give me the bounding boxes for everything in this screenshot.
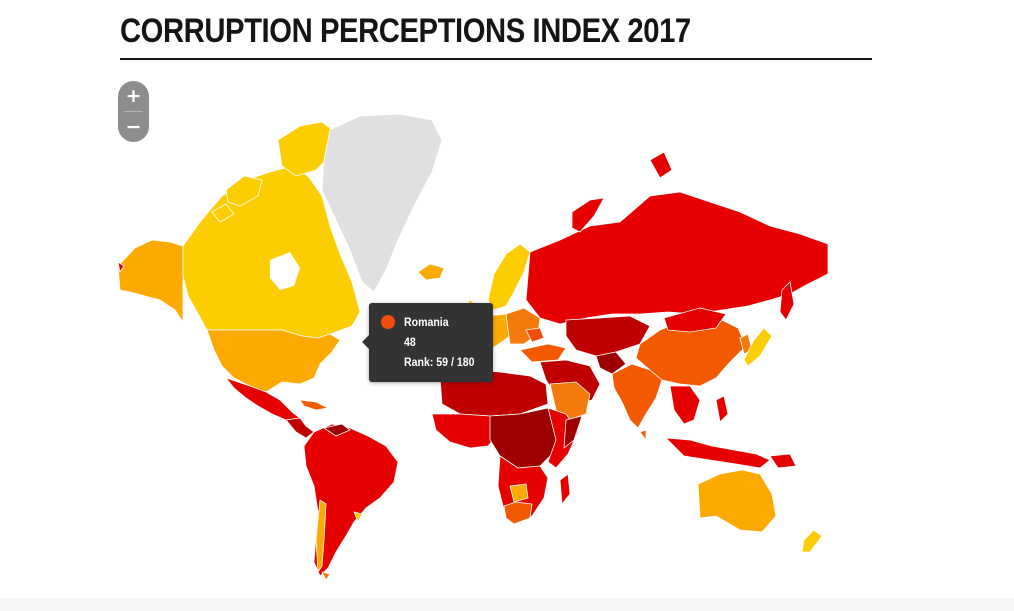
region-novaya-zemlya[interactable] [571, 197, 605, 233]
region-central-america[interactable] [285, 417, 315, 439]
region-severnaya[interactable] [649, 151, 673, 179]
region-botswana[interactable] [509, 483, 529, 503]
region-russia[interactable] [525, 191, 829, 325]
region-falklands[interactable] [321, 571, 331, 581]
world-map[interactable] [118, 112, 838, 582]
region-australia[interactable] [697, 469, 777, 533]
region-uruguay[interactable] [353, 511, 363, 523]
region-alaska-tip[interactable] [118, 261, 125, 273]
region-chile[interactable] [315, 499, 327, 573]
tooltip-score: 48 [404, 335, 416, 349]
zoom-out-button[interactable]: − [125, 116, 142, 138]
region-south-africa[interactable] [503, 501, 533, 525]
region-japan[interactable] [743, 327, 773, 367]
region-canada-arctic-2[interactable] [225, 175, 263, 207]
title-divider [120, 58, 872, 60]
region-scandinavia[interactable] [487, 243, 531, 311]
region-mongolia[interactable] [663, 307, 727, 333]
page-title: CORRUPTION PERCEPTIONS INDEX 2017 [120, 12, 691, 50]
region-canada-hudson[interactable] [270, 252, 300, 290]
region-canada-arctic-3[interactable] [211, 203, 235, 223]
country-tooltip: Romania 48 Rank: 59 / 180 [362, 303, 493, 382]
region-afghanistan[interactable] [595, 351, 627, 375]
region-madagascar[interactable] [559, 473, 571, 505]
region-turkey[interactable] [519, 343, 567, 363]
score-color-dot [381, 315, 395, 329]
region-saudi[interactable] [549, 381, 591, 421]
region-alaska[interactable] [118, 239, 184, 323]
region-india[interactable] [611, 363, 663, 429]
region-somalia[interactable] [563, 415, 583, 449]
region-central-africa[interactable] [489, 407, 561, 469]
tooltip-rank: Rank: 59 / 180 [404, 355, 475, 369]
footer-band [0, 598, 1014, 611]
zoom-in-button[interactable]: + [125, 85, 142, 107]
region-south-america[interactable] [303, 423, 399, 577]
region-sakhalin[interactable] [779, 281, 795, 321]
region-west-africa[interactable] [431, 413, 501, 449]
tooltip-country-name: Romania [404, 315, 449, 329]
zoom-divider [124, 111, 143, 112]
region-central-asia[interactable] [565, 315, 651, 357]
region-se-asia[interactable] [669, 385, 701, 425]
region-romania[interactable] [525, 327, 545, 343]
region-philippines[interactable] [715, 395, 729, 423]
region-venezuela[interactable] [323, 423, 351, 437]
region-iceland[interactable] [417, 263, 445, 281]
region-cuba[interactable] [299, 399, 329, 411]
region-sri-lanka[interactable] [639, 429, 647, 441]
region-usa[interactable] [206, 329, 341, 393]
zoom-control: + − [118, 81, 149, 142]
region-new-zealand[interactable] [801, 529, 823, 553]
region-greenland[interactable] [321, 113, 443, 293]
region-papua[interactable] [769, 453, 797, 469]
region-indonesia[interactable] [665, 437, 771, 469]
